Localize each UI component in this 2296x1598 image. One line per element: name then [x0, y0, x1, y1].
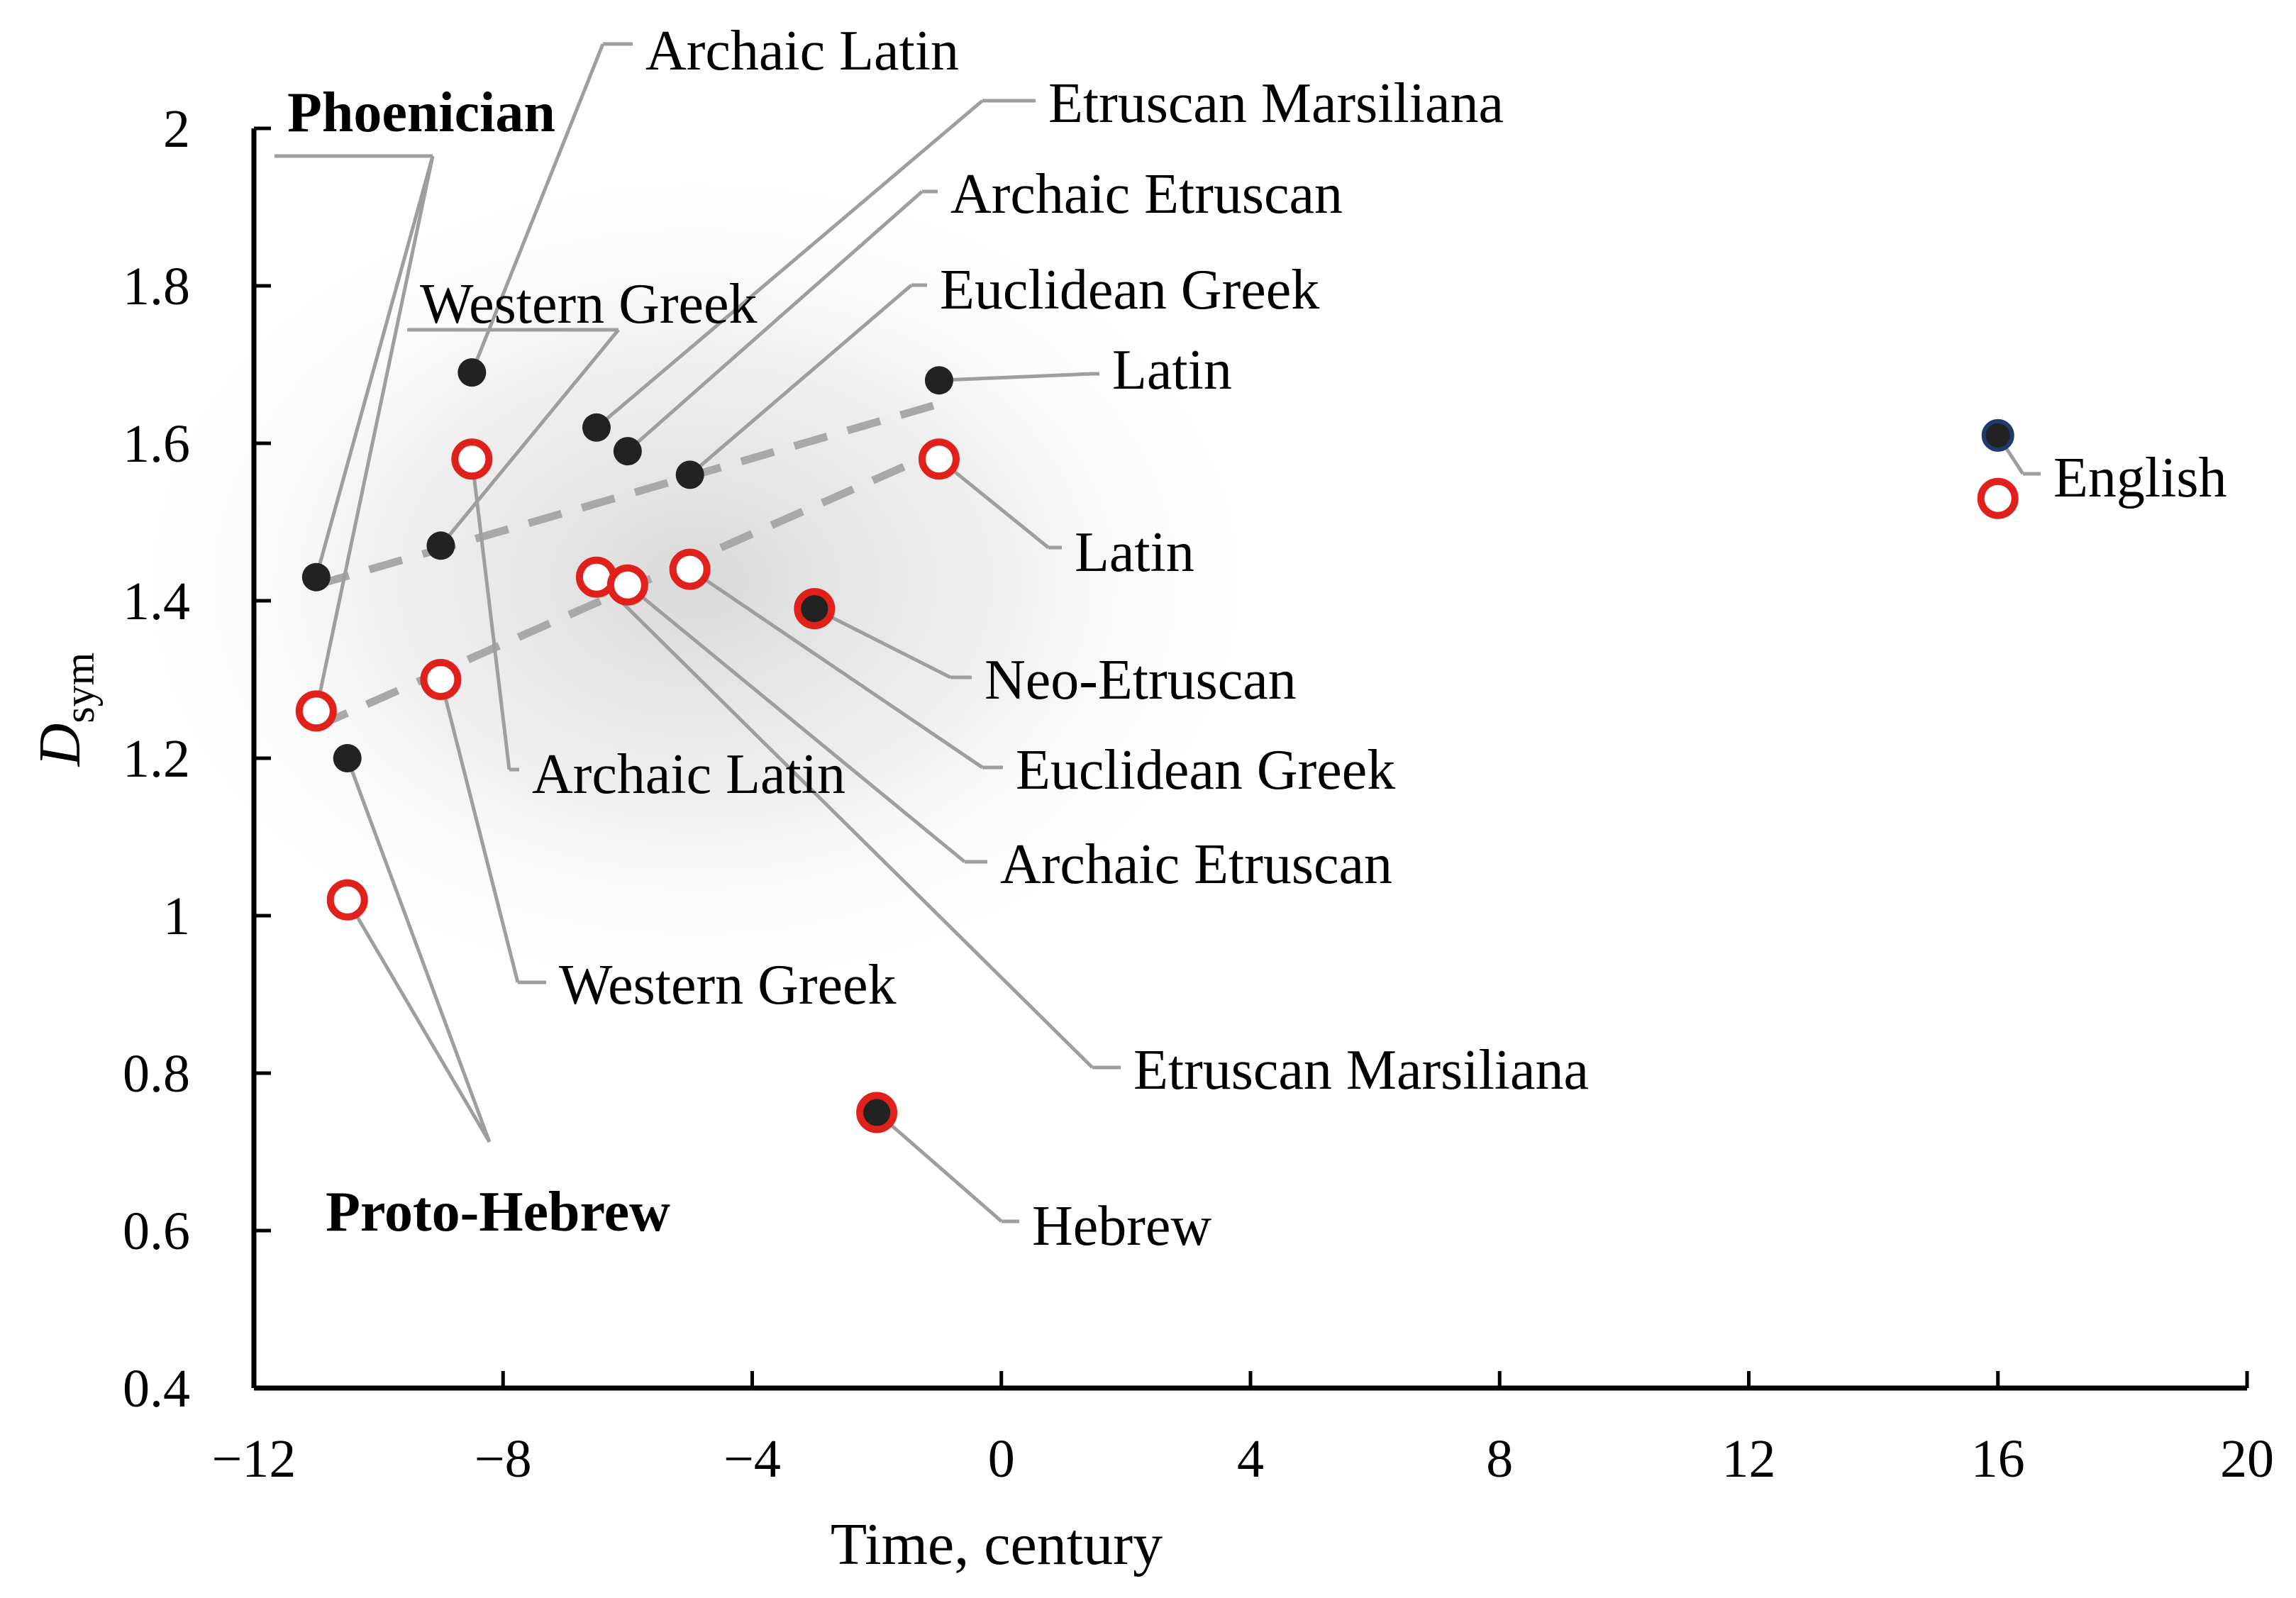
x-tick-label: 0	[988, 1429, 1015, 1489]
ann-proto-hebrew-leader	[345, 758, 492, 1143]
point-filled	[863, 1098, 892, 1127]
x-tick-label: 8	[1486, 1429, 1513, 1489]
ann-latin-bottom-leader	[938, 457, 1050, 549]
ann-archaic-etruscan-bottom-leader	[626, 583, 966, 863]
point-filled	[582, 413, 611, 442]
ann-archaic-latin-top-leader	[470, 43, 605, 374]
point-filled	[675, 460, 704, 489]
annotation-leaders	[274, 42, 2041, 1224]
point-open	[451, 438, 493, 480]
x-axis-title: Time, century	[831, 1511, 1163, 1577]
y-axis-title-main: D	[27, 723, 93, 767]
y-axis-title-subscript: sym	[56, 653, 103, 723]
point-filled	[426, 531, 455, 560]
ann-phoenician: Phoenician	[287, 82, 555, 144]
y-tick-label: 2	[163, 99, 190, 159]
point-filled	[1981, 418, 2014, 452]
x-tick-label: −4	[723, 1429, 781, 1489]
ann-english: English	[2053, 447, 2226, 509]
ann-proto-hebrew-leader	[345, 899, 492, 1143]
x-tick-label: −12	[212, 1429, 296, 1489]
ann-neo-etruscan: Neo-Etruscan	[985, 649, 1297, 711]
ann-euclidean-greek-bottom: Euclidean Greek	[1016, 739, 1395, 801]
ann-phoenician-leader	[314, 155, 435, 578]
ann-etruscan-marsiliana-top: Etruscan Marsiliana	[1048, 72, 1504, 135]
ann-euclidean-greek-top-leader	[689, 284, 913, 477]
ann-hebrew-leader	[875, 1111, 1003, 1223]
y-axis-title: Dsym	[27, 653, 103, 767]
y-tick-label: 0.6	[123, 1202, 190, 1261]
y-tick-label: 1.4	[123, 572, 190, 631]
ann-hebrew: Hebrew	[1032, 1195, 1211, 1258]
point-open	[669, 548, 711, 590]
ann-western-greek-bottom: Western Greek	[559, 954, 897, 1016]
point-open	[326, 879, 368, 921]
x-tick-label: 16	[1971, 1429, 2025, 1489]
point-open	[295, 690, 337, 732]
point-filled	[924, 366, 953, 395]
point-filled	[457, 358, 487, 387]
y-tick-label: 0.8	[123, 1044, 190, 1104]
ann-western-greek-bottom-leader	[439, 679, 520, 983]
point-open	[420, 659, 462, 700]
point-open	[918, 438, 960, 480]
point-filled	[333, 744, 362, 772]
point-open	[1977, 477, 2019, 519]
ann-etruscan-marsiliana-bottom-leader	[595, 575, 1094, 1069]
axis-titles: Time, century Dsym	[27, 653, 1163, 1577]
ann-euclidean-greek-bottom-leader	[689, 567, 984, 770]
ann-western-greek-top-leader	[439, 328, 620, 547]
ann-latin-top: Latin	[1112, 339, 1232, 401]
axes: −12 −8 −4 0 4 8 12 16 20 0.4 0.6 0.8 1 1.2 1.4 1.6 1.8 2	[123, 99, 2274, 1489]
y-tick-label: 1.2	[123, 729, 190, 789]
point-filled	[613, 437, 642, 466]
x-tick-label: −8	[475, 1429, 532, 1489]
annotation-labels: Archaic Latin Phoenician Etruscan Marsilia…	[287, 20, 2226, 1258]
ann-archaic-latin-bottom: Archaic Latin	[532, 743, 845, 806]
ann-etruscan-marsiliana-bottom: Etruscan Marsiliana	[1133, 1039, 1589, 1102]
x-tick-label: 4	[1237, 1429, 1264, 1489]
point-open	[856, 1092, 898, 1133]
y-tick-label: 0.4	[123, 1359, 190, 1419]
ann-phoenician-leader	[314, 155, 435, 711]
ann-etruscan-marsiliana-top-leader	[595, 99, 984, 429]
ann-latin-bottom: Latin	[1075, 521, 1194, 584]
ann-western-greek-top: Western Greek	[420, 273, 758, 335]
y-tick-label: 1	[163, 887, 190, 946]
y-tick-label: 1.8	[123, 257, 190, 316]
ann-latin-top-leader	[938, 372, 1093, 382]
svg-text:Dsym: Dsym	[27, 653, 103, 767]
ann-archaic-latin-bottom-leader	[470, 458, 511, 770]
ann-archaic-etruscan-top: Archaic Etruscan	[950, 163, 1343, 226]
ann-archaic-etruscan-bottom: Archaic Etruscan	[1000, 833, 1392, 896]
x-tick-label: 20	[2220, 1429, 2274, 1489]
y-tick-label: 1.6	[123, 414, 190, 474]
x-tick-label: 12	[1722, 1429, 1776, 1489]
ann-proto-hebrew: Proto-Hebrew	[326, 1181, 670, 1243]
point-open	[794, 588, 836, 630]
point-open	[606, 564, 648, 606]
ann-archaic-etruscan-top-leader	[626, 190, 924, 453]
point-filled	[301, 562, 331, 592]
point-filled	[800, 594, 829, 623]
ann-neo-etruscan-leader	[814, 606, 952, 679]
ann-euclidean-greek-top: Euclidean Greek	[940, 259, 1319, 321]
ann-archaic-latin-top: Archaic Latin	[645, 20, 959, 82]
data-points	[295, 358, 2019, 1133]
